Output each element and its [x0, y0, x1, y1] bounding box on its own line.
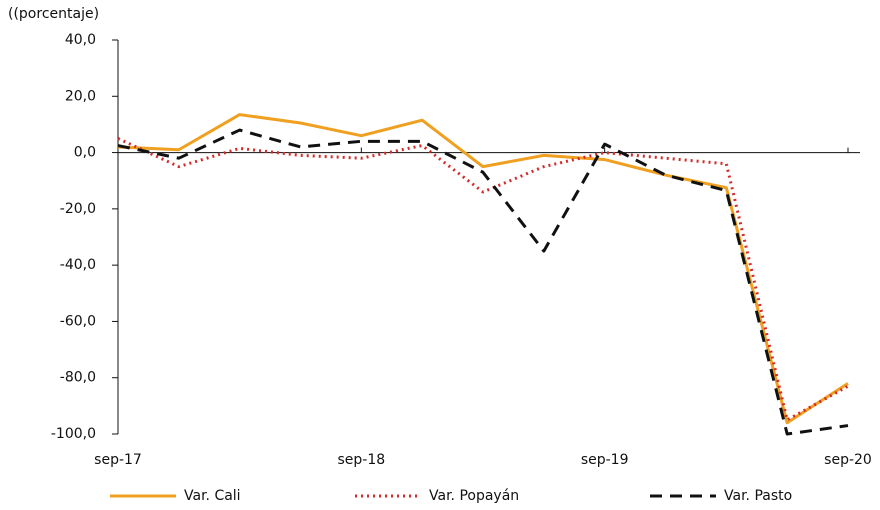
y-tick-label: 0,0 [74, 145, 96, 161]
legend-label: Var. Cali [184, 488, 241, 504]
legend-label: Var. Popayán [429, 488, 519, 504]
series-line [117, 137, 849, 422]
y-tick-label: -60,0 [60, 313, 96, 329]
series-line [117, 128, 849, 436]
y-tick-label: 20,0 [65, 88, 96, 104]
y-tick-label: -40,0 [60, 257, 96, 273]
legend-label: Var. Pasto [724, 488, 792, 504]
y-tick-label: -100,0 [51, 426, 96, 442]
x-tick-label: sep-19 [581, 452, 629, 468]
x-tick-label: sep-18 [337, 452, 385, 468]
series-line [117, 113, 849, 425]
x-tick-label: sep-20 [824, 452, 872, 468]
y-axis-label: ((porcentaje) [8, 6, 99, 22]
y-tick-label: -20,0 [60, 201, 96, 217]
x-tick-label: sep-17 [94, 452, 142, 468]
y-tick-label: -80,0 [60, 370, 96, 386]
y-tick-label: 40,0 [65, 32, 96, 48]
